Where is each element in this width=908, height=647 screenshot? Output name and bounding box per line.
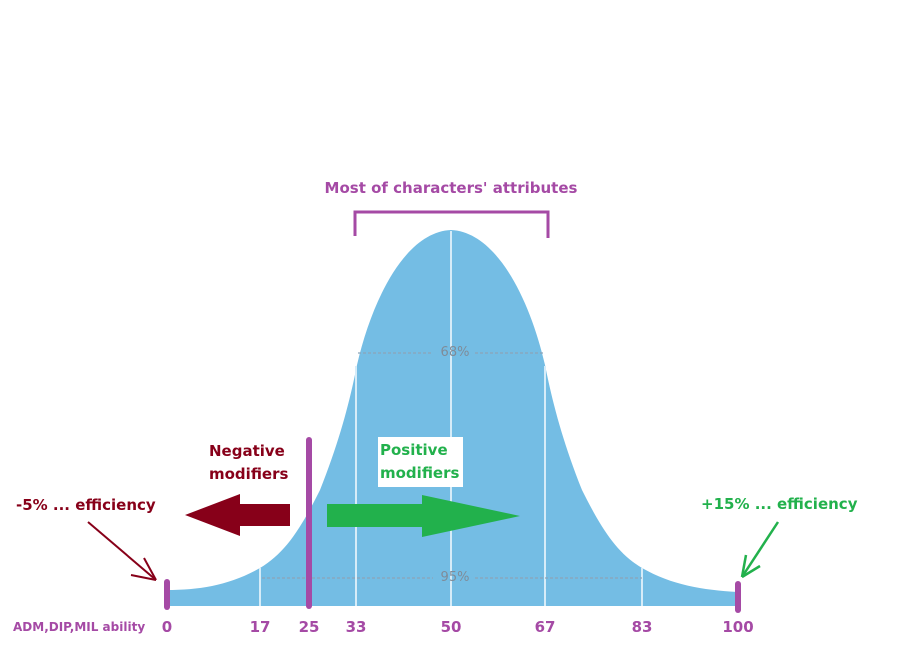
band-95-label: 95% xyxy=(440,570,470,585)
negative-arrow-icon xyxy=(185,494,290,536)
tick-33: 33 xyxy=(345,618,367,636)
positive-efficiency-label: +15% ... efficiency xyxy=(701,495,858,513)
positive-modifiers-label: Positive modifiers xyxy=(378,437,464,487)
bell-curve-area xyxy=(167,230,738,606)
chart-title: Most of characters' attributes xyxy=(324,179,578,197)
band-68-label: 68% xyxy=(440,345,470,360)
range-bracket xyxy=(353,210,550,238)
tick-17: 17 xyxy=(249,618,271,636)
axis-label: ADM,DIP,MIL ability xyxy=(13,620,146,634)
negative-efficiency-label: -5% ... efficiency xyxy=(16,496,156,514)
positive-line1: Positive xyxy=(380,441,448,459)
tick-100: 100 xyxy=(722,618,754,636)
negative-pointer-arrow-icon xyxy=(87,521,157,581)
positive-pointer-arrow-icon xyxy=(740,521,780,579)
band-separators xyxy=(259,231,643,606)
negative-modifiers-label: Negative modifiers xyxy=(209,440,288,486)
positive-line2: modifiers xyxy=(380,464,460,482)
band-dotted-lines xyxy=(262,352,642,579)
positive-arrow-icon xyxy=(327,495,520,537)
tick-83: 83 xyxy=(631,618,653,636)
tick-67: 67 xyxy=(534,618,556,636)
tick-50: 50 xyxy=(440,618,462,636)
tick-25: 25 xyxy=(298,618,320,636)
tick-0: 0 xyxy=(161,618,173,636)
negative-line2: modifiers xyxy=(209,465,289,483)
negative-line1: Negative xyxy=(209,442,285,460)
